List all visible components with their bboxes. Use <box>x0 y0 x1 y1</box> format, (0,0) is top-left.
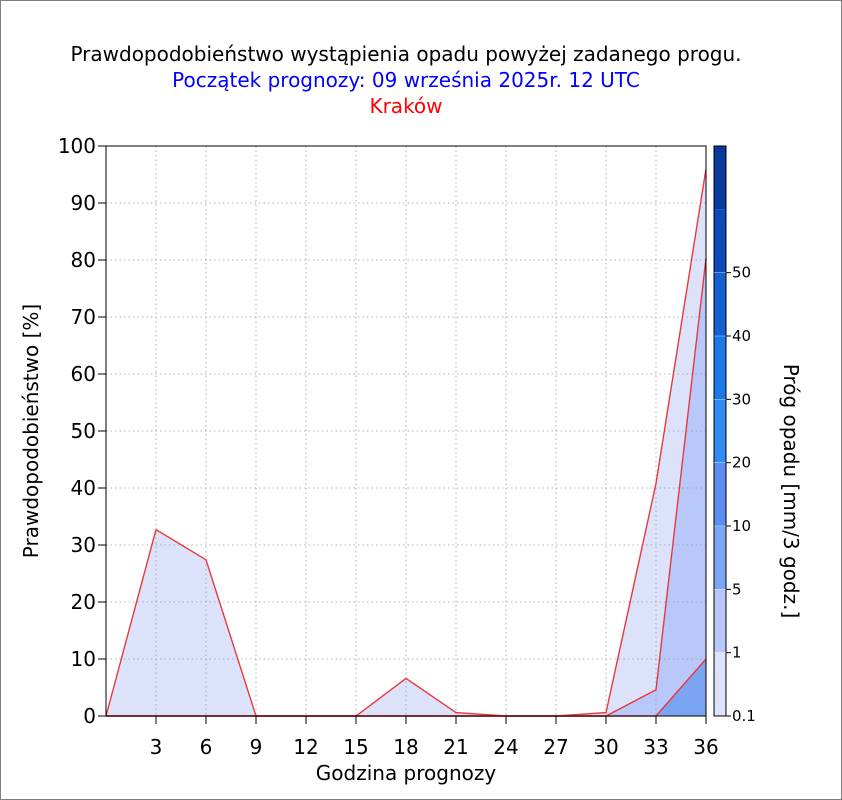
colorbar-label: 10 <box>732 517 751 535</box>
x-axis: 3 6 9 12 15 18 21 24 27 30 33 36 <box>150 716 719 759</box>
colorbar-border <box>713 145 727 717</box>
colorbar-label: 30 <box>732 390 751 408</box>
x-tick-label: 21 <box>443 735 468 759</box>
colorbar-segment <box>714 589 726 653</box>
y-tick-label: 80 <box>71 248 96 272</box>
x-tick-label: 9 <box>250 735 263 759</box>
y-tick-label: 100 <box>58 134 96 158</box>
chart-title: Prawdopodobieństwo wystąpienia opadu pow… <box>70 42 742 66</box>
colorbar-segment <box>714 146 726 210</box>
y-tick-label: 90 <box>71 191 96 215</box>
y-tick-label: 40 <box>71 476 96 500</box>
colorbar-label: 40 <box>732 327 751 345</box>
colorbar-segment <box>714 526 726 590</box>
threshold-areas <box>106 168 706 717</box>
x-tick-label: 3 <box>150 735 163 759</box>
colorbar: 0.1 1 5 10 20 30 40 50 <box>713 145 756 725</box>
colorbar-segment <box>714 336 726 400</box>
y-tick-label: 70 <box>71 305 96 329</box>
y-tick-label: 0 <box>83 704 96 728</box>
colorbar-segment <box>714 399 726 463</box>
colorbar-title: Próg opadu [mm/3 godz.] <box>779 364 803 619</box>
line-threshold-0.1 <box>105 168 707 717</box>
x-tick-label: 12 <box>293 735 318 759</box>
x-axis-title: Godzina prognozy <box>316 761 497 785</box>
x-tick-label: 33 <box>643 735 668 759</box>
y-tick-label: 20 <box>71 590 96 614</box>
colorbar-label: 0.1 <box>732 707 756 725</box>
x-tick-label: 36 <box>693 735 718 759</box>
y-tick-label: 30 <box>71 533 96 557</box>
colorbar-segment <box>714 652 726 716</box>
area-threshold-0.1 <box>106 168 706 717</box>
colorbar-label: 20 <box>732 454 751 472</box>
y-tick-label: 10 <box>71 647 96 671</box>
colorbar-label: 50 <box>732 264 751 282</box>
grid-lines <box>106 146 706 716</box>
x-tick-label: 24 <box>493 735 518 759</box>
colorbar-segment <box>714 462 726 526</box>
colorbar-segment <box>714 209 726 273</box>
y-tick-label: 60 <box>71 362 96 386</box>
colorbar-label: 1 <box>732 644 742 662</box>
x-tick-label: 15 <box>343 735 368 759</box>
y-axis: 0 10 20 30 40 50 60 70 80 90 100 <box>58 134 106 728</box>
x-tick-label: 30 <box>593 735 618 759</box>
chart-location: Kraków <box>369 94 443 118</box>
x-tick-label: 18 <box>393 735 418 759</box>
colorbar-segment <box>714 272 726 336</box>
y-tick-label: 50 <box>71 419 96 443</box>
x-tick-label: 6 <box>200 735 213 759</box>
x-tick-label: 27 <box>543 735 568 759</box>
colorbar-label: 5 <box>732 580 742 598</box>
chart-subtitle: Początek prognozy: 09 września 2025r. 12… <box>172 68 640 92</box>
y-axis-title: Prawdopodobieństwo [%] <box>19 304 43 558</box>
